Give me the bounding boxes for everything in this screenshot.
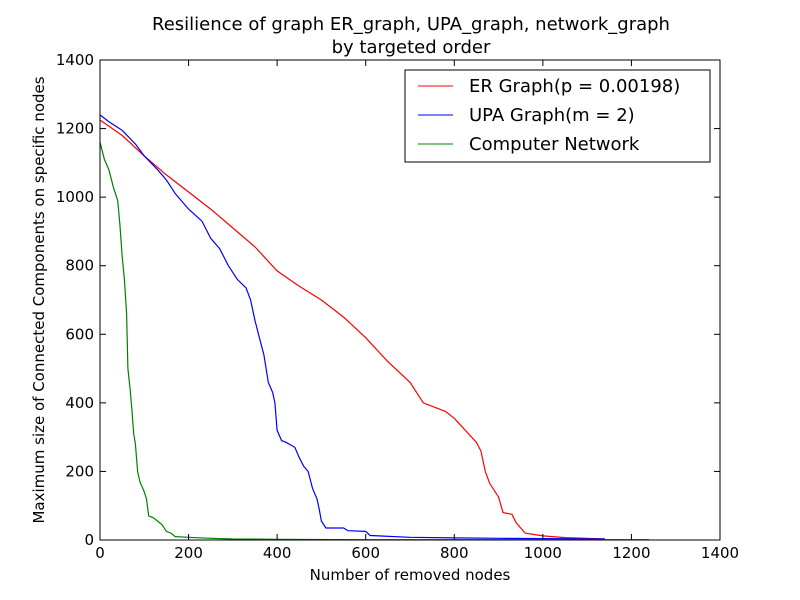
er-graph-line [99, 119, 605, 540]
x-tick-label: 1400 [701, 544, 739, 562]
x-tick-label: 1200 [612, 544, 650, 562]
y-tick-label: 600 [65, 325, 94, 343]
y-axis-label: Maximum size of Connected Components on … [30, 76, 48, 523]
plot-frame [99, 59, 721, 541]
legend-label-upa: UPA Graph(m = 2) [469, 105, 635, 126]
y-tick-label: 1200 [56, 120, 94, 138]
y-tick-label: 1000 [56, 188, 94, 206]
x-tick-label: 600 [351, 544, 380, 562]
x-axis-label: Number of removed nodes [310, 566, 511, 584]
chart-title-line-1: Resilience of graph ER_graph, UPA_graph,… [152, 14, 670, 35]
x-tick-label: 400 [263, 544, 292, 562]
y-tick-label: 800 [65, 257, 94, 275]
x-tick-label: 1000 [524, 544, 562, 562]
y-tick-label: 1400 [56, 51, 94, 69]
x-tick-label: 200 [174, 544, 203, 562]
computer-network-line [99, 142, 650, 541]
legend-box [404, 69, 711, 163]
y-tick-label: 200 [65, 462, 94, 480]
x-tick-label: 800 [440, 544, 469, 562]
chart-title-line-2: by targeted order [332, 37, 491, 58]
upa-graph-line [99, 114, 605, 540]
legend: ER Graph(p = 0.00198) UPA Graph(m = 2) C… [404, 69, 711, 163]
x-tick-label: 0 [95, 544, 105, 562]
legend-label-er: ER Graph(p = 0.00198) [469, 76, 680, 97]
y-tick-label: 0 [84, 531, 94, 549]
legend-label-network: Computer Network [469, 134, 640, 155]
y-tick-label: 400 [65, 394, 94, 412]
